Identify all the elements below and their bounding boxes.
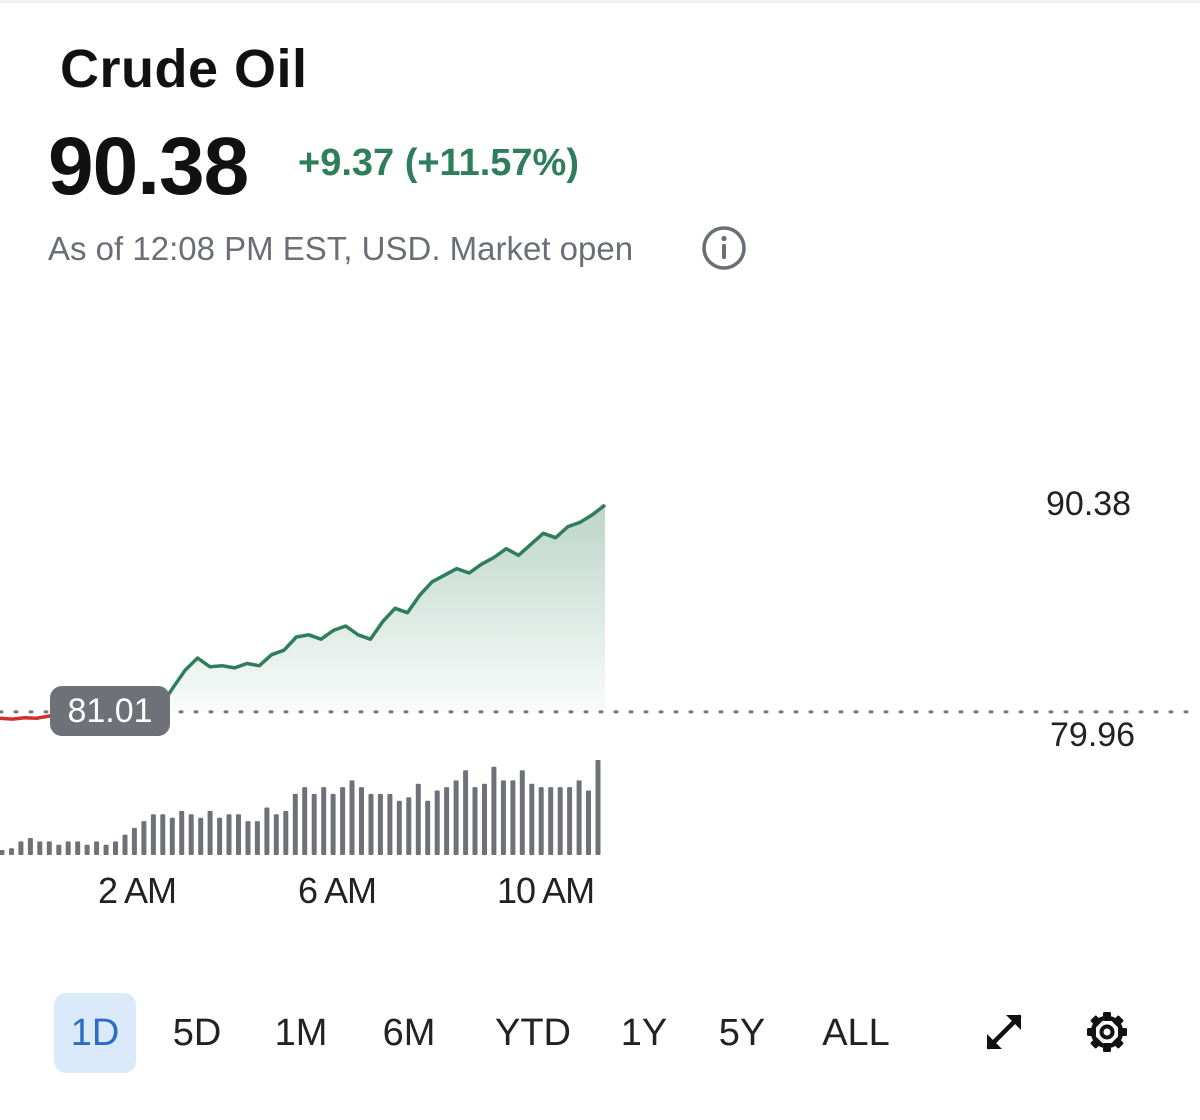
volume-bar [302,787,308,855]
volume-bar [188,814,194,855]
volume-bar [595,760,601,855]
volume-bar [103,844,109,855]
volume-bar [538,787,544,855]
volume-bar [179,810,185,855]
volume-bar [56,844,62,855]
range-1d-button[interactable]: 1D [54,993,136,1073]
volume-bar [27,838,33,855]
volume-bar [75,841,81,855]
x-tick-10am: 10 AM [497,870,595,911]
volume-bar [472,787,478,855]
range-1m-button[interactable]: 1M [274,1012,328,1054]
volume-bar [0,850,5,855]
volume-bar [113,841,118,855]
range-6m-button[interactable]: 6M [382,1012,436,1054]
volume-bar [321,787,327,855]
x-tick-2am: 2 AM [98,870,177,911]
volume-bar [510,780,516,855]
y-axis-low-label: 79.96 [1050,716,1136,754]
volume-bar [292,793,298,855]
volume-bar [415,783,421,856]
volume-bar [198,817,204,855]
range-all-button[interactable]: ALL [822,1012,890,1054]
range-5d-button[interactable]: 5D [172,1012,222,1054]
current-price: 90.38 [48,121,249,212]
volume-bar [207,810,213,855]
price-area-fill [74,505,606,712]
instrument-title: Crude Oil [60,39,308,99]
volume-bar [519,770,525,855]
volume-bar [46,841,52,855]
volume-bar [254,821,260,855]
volume-bar [65,841,71,855]
volume-bar [425,800,431,855]
volume-bar [359,787,364,855]
volume-bar [217,817,223,855]
volume-bar [141,821,147,855]
volume-bar [368,793,374,855]
volume-bar [377,793,383,855]
volume-bar [122,834,128,855]
top-divider [0,0,1200,3]
volume-bar [340,787,346,855]
volume-bar [160,814,166,855]
y-axis-high-label: 90.38 [1046,485,1132,523]
x-tick-6am: 6 AM [298,870,377,911]
volume-bar [94,841,100,855]
volume-bar [406,797,412,855]
volume-bar [330,793,336,855]
volume-bar [226,814,232,855]
volume-bar [444,787,450,855]
volume-bar [150,814,156,855]
volume-bar [245,821,251,855]
volume-bar [491,766,497,855]
volume-bar [387,793,393,855]
volume-bar [434,790,440,855]
volume-bar [37,841,43,855]
volume-bar [396,800,402,855]
volume-bar [548,787,554,855]
volume-bar [9,848,14,855]
volume-bar [236,814,241,855]
expand-arrows-icon[interactable] [982,1010,1026,1054]
volume-bar [18,841,24,855]
volume-bar [500,780,506,855]
volume-bar [463,770,469,855]
info-icon[interactable] [701,225,747,271]
range-ytd-button[interactable]: YTD [495,1012,571,1054]
gear-icon[interactable] [1084,1009,1130,1055]
volume-bars [0,760,601,856]
volume-bar [131,827,137,855]
range-1y-button[interactable]: 1Y [620,1012,668,1054]
volume-bar [567,787,573,855]
volume-bar [453,780,459,855]
volume-bar [349,780,355,855]
volume-bar [482,783,487,856]
volume-bar [576,780,582,855]
volume-bar [273,814,279,855]
volume-bar [586,790,591,855]
volume-bar [283,810,289,855]
as-of-status: As of 12:08 PM EST, USD. Market open [48,230,634,267]
range-5y-button[interactable]: 5Y [718,1012,766,1054]
volume-bar [264,807,270,855]
volume-bar [84,844,90,855]
price-change: +9.37 (+11.57%) [298,142,579,184]
volume-bar [529,783,535,856]
volume-bar [169,817,175,855]
previous-close-pill: 81.01 [50,686,170,736]
volume-bar [557,787,563,855]
volume-bar [311,793,317,855]
